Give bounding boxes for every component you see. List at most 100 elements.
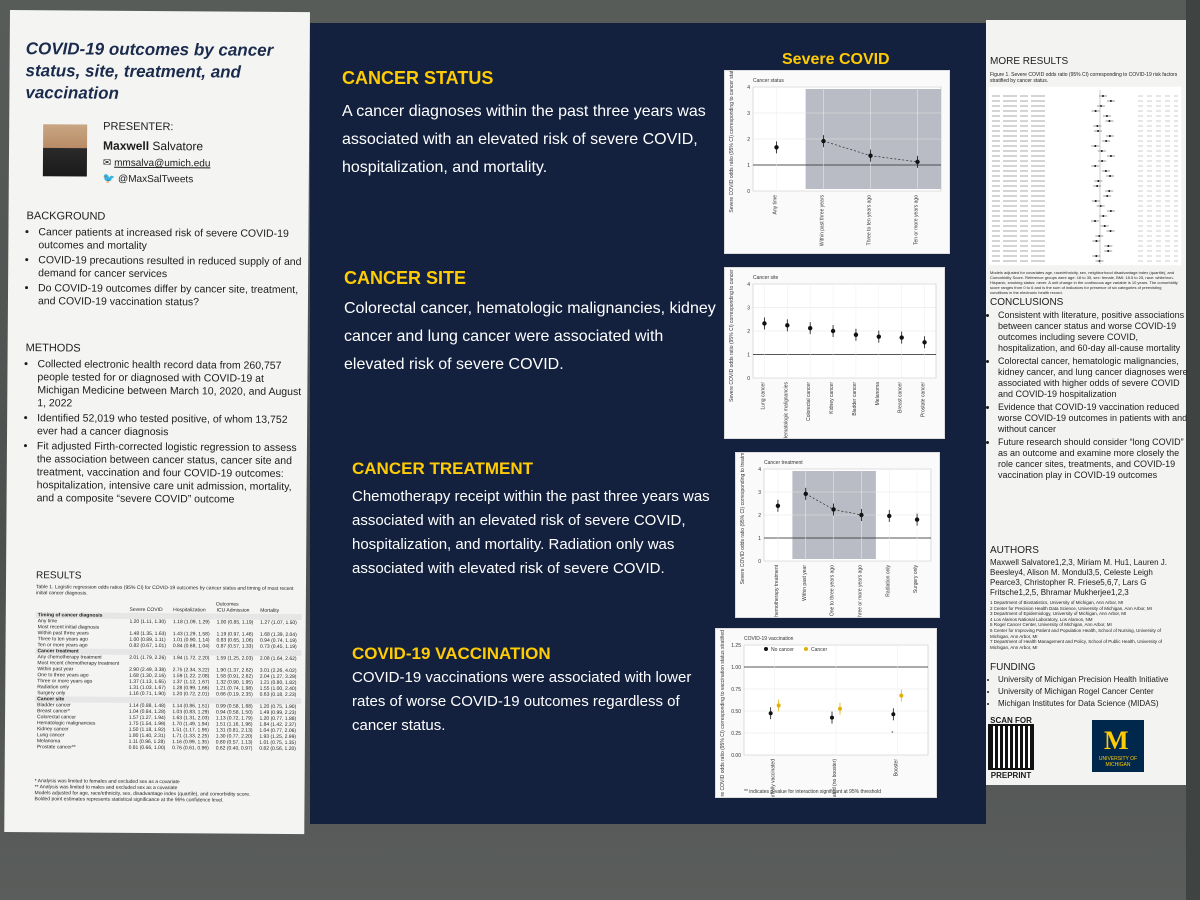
forest-point <box>1102 95 1104 97</box>
point-marker <box>859 512 864 518</box>
affiliation: 2 Center for Precision Health Data Scien… <box>990 605 1152 611</box>
table-cell: 1.59 (1.25, 2.03) <box>216 655 254 662</box>
section-heading-cancer-treatment: CANCER TREATMENT <box>352 459 534 478</box>
point-marker <box>891 712 896 717</box>
table-notes: * Analysis was limited to females and ex… <box>34 778 300 804</box>
table-cell: 0.81 (0.66, 1.00) <box>128 744 166 752</box>
poster-right-panel: MORE RESULTS Figure 1. Severe COVID odds… <box>986 20 1188 785</box>
table-cell: 1.00 (0.85, 1.19) <box>216 619 254 626</box>
trend-line <box>833 509 862 516</box>
y-tick-label: 0 <box>747 376 750 382</box>
table-cell: 0.73 (0.45, 1.19) <box>259 643 297 651</box>
y-tick-label: 0.50 <box>731 709 741 715</box>
umich-logo: M UNIVERSITY OF MICHIGAN <box>1092 720 1144 772</box>
affiliation: 3 Department of Epidemiology, University… <box>990 611 1127 617</box>
point-marker <box>915 159 920 165</box>
x-tick-label: Three or more years ago <box>857 565 863 617</box>
table-caption: Table 1. Logistic regression odds ratios… <box>35 584 294 597</box>
conclusions-heading: CONCLUSIONS <box>990 297 1064 308</box>
forest-point <box>1109 230 1112 232</box>
methods-item: Identified 52,019 who tested positive, o… <box>37 412 305 440</box>
legend-label: Cancer <box>811 647 827 653</box>
x-tick-label: Ten or more years ago <box>914 195 920 245</box>
y-tick-label: 0.00 <box>731 753 741 759</box>
forest-point <box>1107 245 1110 247</box>
authors-heading: AUTHORS <box>990 545 1039 556</box>
qr-code-icon[interactable] <box>988 724 1034 770</box>
presenter-photo <box>42 124 88 177</box>
table-cell: 2.01 (1.79, 2.26) <box>129 654 166 662</box>
y-axis-label: Severe COVID odds ratio (95% CI) corresp… <box>720 629 726 797</box>
table-cell: 1.27 (1.07, 1.50) <box>260 619 297 627</box>
table-cell: 0.63 (0.18, 2.23) <box>259 691 297 699</box>
x-tick-label: Within past three years <box>820 195 826 247</box>
point-marker <box>830 715 834 720</box>
conclusion-item: Consistent with literature, positive ass… <box>998 310 1188 354</box>
forest-point <box>1094 165 1097 167</box>
legend-label: No cancer <box>771 647 794 653</box>
y-tick-label: 1 <box>758 536 761 542</box>
x-tick-label: Lung cancer <box>760 382 766 410</box>
forest-point <box>1094 145 1097 147</box>
point-marker <box>785 323 790 328</box>
y-tick-label: 0.25 <box>731 731 741 737</box>
methods-item: Collected electronic health record data … <box>37 358 305 412</box>
email-link[interactable]: mmsalva@umich.edu <box>114 157 211 170</box>
forest-plot-bg <box>988 86 1182 266</box>
forest-point <box>1094 110 1097 112</box>
point-marker <box>914 517 920 522</box>
twitter-icon: 🐦 <box>102 173 116 185</box>
severe-covid-label: Severe COVID <box>782 51 890 68</box>
funding-item: University of Michigan Precision Health … <box>998 675 1188 685</box>
forest-point <box>1103 225 1106 227</box>
background-list: Cancer patients at increased risk of sev… <box>26 226 307 312</box>
y-tick-label: 1 <box>747 163 750 169</box>
section-text-cancer-status: A cancer diagnoses within the past three… <box>342 103 706 176</box>
affiliation: 4 Los Alamos National Laboratory, Los Al… <box>990 616 1093 622</box>
forest-point <box>1096 125 1099 127</box>
y-tick-label: 1 <box>747 353 750 359</box>
trend-line <box>805 493 834 510</box>
conclusion-item: Future research should consider “long CO… <box>998 437 1188 481</box>
conclusion-item: Colorectal cancer, hematologic malignanc… <box>998 356 1188 400</box>
y-tick-label: 2 <box>747 329 750 335</box>
section-heading-cancer-status: CANCER STATUS <box>342 68 494 88</box>
forest-point <box>1109 100 1112 102</box>
forest-point <box>1108 135 1111 137</box>
point-marker <box>776 703 781 708</box>
affiliation: 6 Center for Improving Patient and Popul… <box>990 627 1161 639</box>
forest-point <box>1104 170 1107 172</box>
forest-point <box>1106 195 1109 197</box>
point-marker <box>922 340 927 345</box>
y-tick-label: 2 <box>747 137 750 143</box>
x-tick-label: Fully vaccinated (no booster) <box>832 759 838 797</box>
y-tick-label: 0 <box>758 559 761 565</box>
y-tick-label: 0 <box>747 189 750 195</box>
forest-point <box>1097 130 1100 132</box>
x-tick-label: Colorectal cancer <box>806 382 812 421</box>
table-row-label: Prostate cancer** <box>36 744 76 751</box>
chart-footnote: ** indicates p-value for interaction sig… <box>744 789 881 795</box>
authors-text: Maxwell Salvatore1,2,3, Miriam M. Hu1, L… <box>990 558 1167 597</box>
y-tick-label: 1.25 <box>731 643 741 649</box>
x-tick-label: Partially vaccinated <box>771 759 777 797</box>
significance-marker: * <box>891 731 893 737</box>
table-cell: 0.62 (0.40, 0.97) <box>215 745 253 752</box>
y-tick-label: 3 <box>747 111 750 117</box>
forest-point <box>1094 200 1097 202</box>
chart-card-vaccination: COVID-19 vaccination 0.00 0.25 0.50 0.75 1.00… <box>715 592 937 823</box>
point-marker <box>853 332 859 337</box>
forest-point <box>1109 210 1112 212</box>
x-tick-label: Any chemotherapy treatment <box>774 564 780 617</box>
table-cell: 1.20 (0.72, 2.01) <box>172 691 210 698</box>
background-heading: BACKGROUND <box>26 210 106 223</box>
y-axis-label: Severe COVID odds ratio (95% CI) corresp… <box>729 268 735 402</box>
forest-point <box>1095 255 1098 257</box>
section-text-cancer-site: Colorectal cancer, hematologic malignanc… <box>344 300 716 373</box>
legend-marker-no-cancer <box>764 647 768 651</box>
point-marker <box>768 711 773 716</box>
forest-point <box>1105 115 1108 117</box>
forest-point <box>1094 220 1097 222</box>
funding-item: Michigan Institutes for Data Science (MI… <box>998 699 1188 709</box>
x-tick-label: Booster <box>893 759 899 777</box>
